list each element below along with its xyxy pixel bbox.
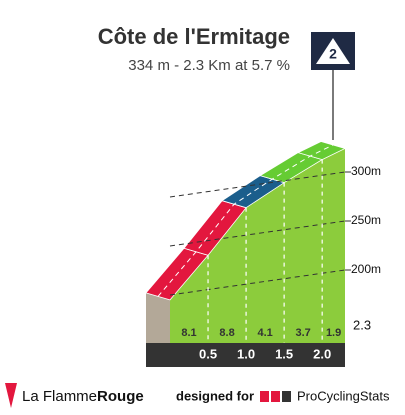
- pcs-logo: [260, 391, 269, 402]
- profile-face: [170, 148, 345, 343]
- y-tick-label: 250m: [351, 213, 381, 227]
- pcs-logo: [271, 391, 280, 402]
- x-tick-label: 2.0: [313, 346, 331, 361]
- gradient-label: 1.9: [326, 327, 341, 339]
- x-tick-label: 2.3: [353, 317, 371, 332]
- gradient-label: 8.1: [181, 327, 196, 339]
- category-triangle: [316, 38, 350, 64]
- y-tick-label: 300m: [351, 164, 381, 178]
- x-tick-label: 0.5: [199, 346, 217, 361]
- distance-bar: [146, 343, 345, 367]
- pcs-name: ProCyclingStats: [297, 388, 390, 403]
- segment-band: [297, 141, 347, 161]
- brand: La FlammeRouge: [22, 388, 144, 405]
- title: Côte de l'Ermitage: [98, 24, 290, 49]
- y-tick-label: 200m: [351, 262, 381, 276]
- grid-line: [169, 220, 346, 247]
- gradient-label: 4.1: [257, 327, 272, 339]
- x-tick-label: 1.0: [237, 346, 255, 361]
- category: 2: [329, 46, 337, 62]
- grid-line: [169, 171, 346, 198]
- subtitle: 334 m - 2.3 Km at 5.7 %: [128, 57, 290, 74]
- designed-for: designed for: [176, 388, 254, 403]
- grid-line: [169, 269, 346, 296]
- x-tick-label: 1.5: [275, 346, 293, 361]
- pcs-logo: [282, 391, 291, 402]
- logo-flame: [5, 383, 17, 408]
- band-stripe: [157, 144, 334, 297]
- gradient-label: 8.8: [219, 327, 234, 339]
- gradient-label: 3.7: [296, 327, 311, 339]
